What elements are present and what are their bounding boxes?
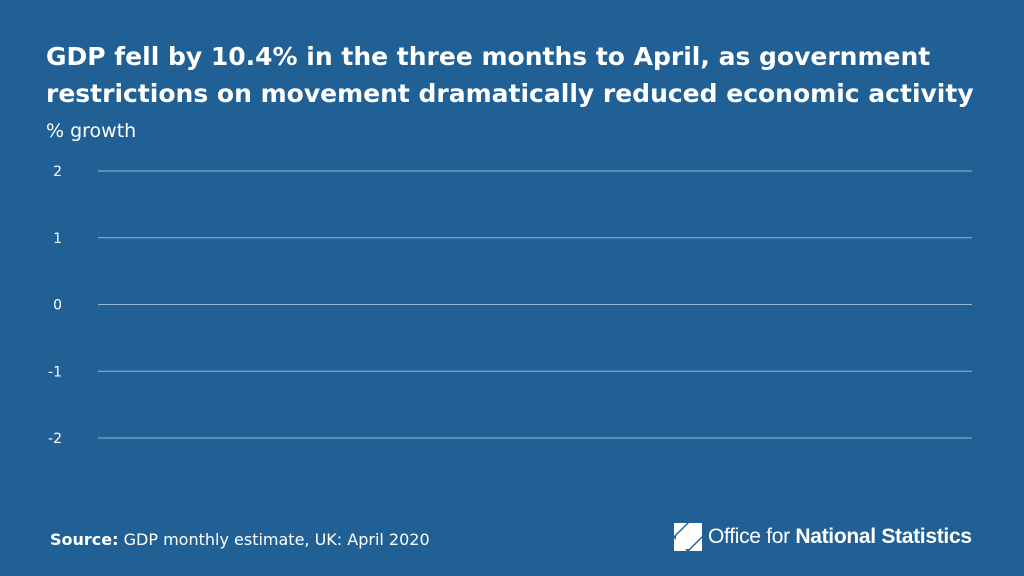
- ons-logo-text-bold: National Statistics: [795, 525, 972, 548]
- source-label: Source:: [50, 530, 119, 549]
- source-note: Source: GDP monthly estimate, UK: April …: [50, 530, 430, 549]
- ons-logo-text: Office for National Statistics: [708, 525, 972, 549]
- y-tick-label: 0: [53, 298, 62, 314]
- y-axis-label: % growth: [46, 120, 137, 142]
- ons-logo: Office for National Statistics: [674, 522, 972, 552]
- chart-title: GDP fell by 10.4% in the three months to…: [46, 42, 974, 108]
- source-text: GDP monthly estimate, UK: April 2020: [123, 530, 430, 549]
- ons-logo-icon: [674, 523, 702, 551]
- y-tick-label: 2: [53, 164, 62, 180]
- y-tick-label: -1: [48, 364, 62, 380]
- y-tick-label: -2: [48, 431, 62, 447]
- y-tick-label: 1: [53, 231, 62, 247]
- ons-logo-text-regular: Office for: [708, 525, 796, 548]
